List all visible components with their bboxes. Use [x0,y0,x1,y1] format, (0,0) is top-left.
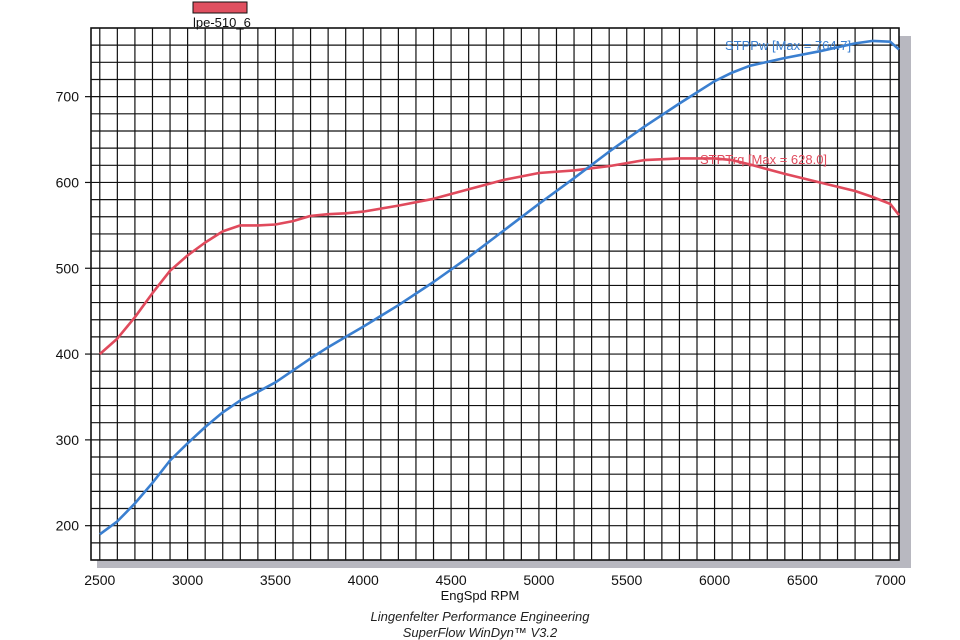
y-tick-label: 700 [56,89,80,105]
x-tick-label: 2500 [84,572,115,588]
y-tick-label: 300 [56,432,80,448]
y-axis: 200 300 400 500 600 700 [56,89,91,534]
x-tick-label: 6500 [787,572,818,588]
series-line-stptrq [98,157,901,356]
plot-area [91,28,899,560]
x-tick-label: 5500 [611,572,642,588]
plot-border [90,27,900,561]
series-line-stppw [99,39,900,536]
x-tick-label: 4000 [348,572,379,588]
series-annotation-stptrq: STPTrq [Max = 628.0] [700,152,827,167]
x-tick-label: 6000 [699,572,730,588]
y-tick-label: 400 [56,346,80,362]
legend: lpe-510_6 [192,1,251,30]
x-tick-label: 3500 [260,572,291,588]
x-axis-title: EngSpd RPM [440,588,520,603]
series-layer [98,39,901,536]
x-axis: 2500 3000 3500 4000 4500 5000 5500 6000 6500 7000 [84,572,906,588]
minor-grid [90,27,900,561]
x-tick-label: 3000 [172,572,203,588]
x-tick-label: 4500 [436,572,467,588]
footer-company: Lingenfelter Performance Engineering [370,609,590,624]
series-annotation-stppw: STPPw [Max = 764.7] [725,38,851,53]
annotation-layer: STPPw [Max = 764.7] STPTrq [Max = 628.0] [700,38,851,167]
legend-label: lpe-510_6 [193,15,251,30]
y-tick-label: 500 [56,260,80,276]
y-tick-label: 600 [56,174,80,190]
x-tick-label: 5000 [523,572,554,588]
footer-software: SuperFlow WinDyn™ V3.2 [402,625,558,640]
legend-swatch [192,1,248,14]
y-tick-label: 200 [56,518,80,534]
x-tick-label: 7000 [875,572,906,588]
